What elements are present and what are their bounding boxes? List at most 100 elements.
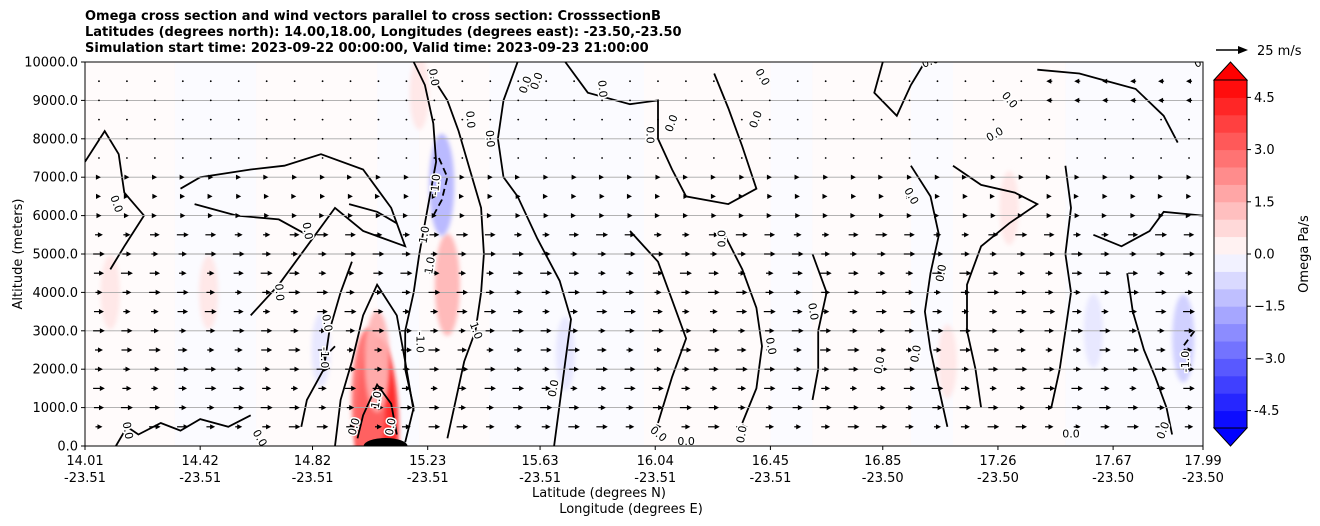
wind-vector-head <box>739 174 745 180</box>
wind-vector-head <box>461 385 467 391</box>
wind-vector <box>233 405 244 411</box>
wind-vector-point <box>964 118 967 121</box>
wind-vector <box>625 424 635 430</box>
wind-vector-head <box>435 347 441 353</box>
wind-vector <box>852 118 855 121</box>
wind-vector <box>345 328 356 334</box>
wind-vector <box>960 289 970 295</box>
wind-vector <box>990 213 996 219</box>
contour-label: 0.0 <box>908 344 924 363</box>
wind-vector-head <box>1159 328 1165 334</box>
wind-vector-point <box>461 118 464 121</box>
wind-vector-head <box>543 174 549 180</box>
wind-vector-point <box>1104 157 1107 159</box>
wind-vector-point <box>908 80 911 83</box>
wind-vector-head <box>573 309 579 315</box>
wind-vector-head <box>685 424 691 430</box>
wind-vector-head <box>376 424 382 430</box>
wind-vector <box>317 309 328 315</box>
wind-vector <box>570 309 579 315</box>
wind-vector <box>95 289 103 295</box>
wind-vector <box>682 232 690 238</box>
contour-label: 0.0 <box>299 221 315 240</box>
y-tick-label: 9000.0 <box>33 94 79 109</box>
wind-vector <box>372 328 385 334</box>
wind-vector-head <box>906 174 912 180</box>
wind-vector-head <box>628 405 634 411</box>
wind-vector-point <box>126 118 128 121</box>
wind-vector-point <box>1020 137 1023 140</box>
wind-vector <box>1100 385 1110 391</box>
wind-vector <box>766 347 774 353</box>
wind-vector <box>850 251 858 257</box>
wind-vector <box>822 193 828 199</box>
wind-vector <box>685 137 687 140</box>
wind-vector-head <box>182 251 188 257</box>
wind-vector <box>126 137 128 140</box>
wind-vector <box>1158 97 1165 103</box>
wind-vector-head <box>461 405 467 411</box>
wind-vector-head <box>1134 347 1140 353</box>
wind-vector-head <box>292 174 298 180</box>
wind-vector <box>654 366 662 372</box>
wind-vector-head <box>124 174 130 180</box>
contour-label: 0.0 <box>120 421 136 440</box>
wind-vector <box>1156 385 1166 391</box>
wind-vector-head <box>403 174 409 180</box>
wind-vector-head <box>1076 366 1082 372</box>
x-tick-label-lat: 16.04 <box>637 454 674 469</box>
wind-vector <box>181 99 184 102</box>
wind-vector <box>1015 232 1028 238</box>
wind-vector-head <box>211 385 217 391</box>
wind-vector <box>177 309 189 315</box>
wind-vector <box>961 251 970 257</box>
wind-vector <box>122 385 132 391</box>
wind-vector-head <box>964 251 970 257</box>
wind-vector-head <box>1160 385 1166 391</box>
wind-vector <box>1160 118 1162 121</box>
wind-vector <box>1076 118 1079 121</box>
wind-vector-point <box>657 118 659 121</box>
wind-vector <box>1015 424 1027 430</box>
wind-vector-head <box>853 405 859 411</box>
wind-vector-point <box>349 99 352 102</box>
wind-vector <box>1185 270 1193 276</box>
wind-vector-head <box>405 289 411 295</box>
wind-vector-point <box>489 80 492 83</box>
wind-vector <box>405 118 408 121</box>
wind-vector-head <box>543 213 549 219</box>
wind-vector <box>933 366 942 372</box>
wind-vector-head <box>852 328 858 334</box>
wind-vector-head <box>434 366 440 372</box>
wind-vector <box>989 193 995 199</box>
wind-vector <box>1132 118 1135 121</box>
wind-vector-head <box>769 328 775 334</box>
wind-vector <box>321 99 324 102</box>
wind-vector-head <box>1133 270 1139 276</box>
wind-vector-head <box>517 347 523 353</box>
wind-vector-head <box>713 270 719 276</box>
wind-vector-point <box>321 118 324 121</box>
y-tick-label: 7000.0 <box>33 171 79 186</box>
wind-vector <box>964 157 967 159</box>
wind-vector <box>819 270 832 276</box>
wind-vector-point <box>657 157 659 159</box>
wind-vector <box>265 99 268 102</box>
wind-vector-head <box>516 289 522 295</box>
wind-vector <box>792 309 803 315</box>
wind-vector-head <box>239 328 245 334</box>
wind-vector <box>1016 347 1026 353</box>
wind-vector <box>601 118 603 121</box>
wind-vector <box>1015 366 1028 372</box>
wind-vector-point <box>908 137 911 140</box>
wind-vector <box>824 137 827 140</box>
wind-vector-head <box>154 232 160 238</box>
wind-vector <box>850 213 856 219</box>
wind-vector <box>291 193 297 199</box>
wind-vector-head <box>741 251 747 257</box>
wind-vector <box>847 424 860 430</box>
x-tick-label-lat: 15.63 <box>521 454 558 469</box>
wind-vector <box>347 213 353 219</box>
wind-vector <box>318 405 327 411</box>
wind-vector <box>237 137 240 140</box>
